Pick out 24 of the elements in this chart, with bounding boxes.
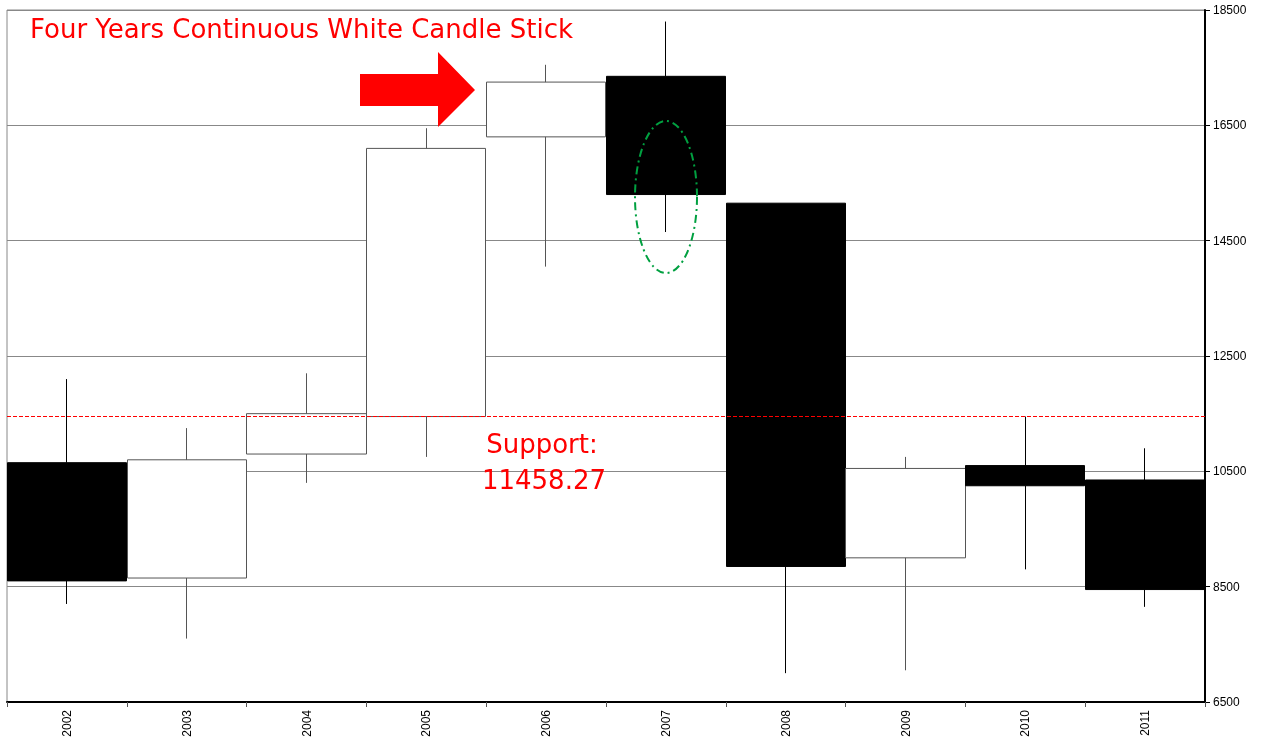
x-tick-label: 2008	[778, 709, 793, 737]
x-tick-label: 2002	[59, 709, 74, 737]
candlestick	[486, 64, 606, 268]
ref-line-label: Support: 11458.27	[481, 429, 606, 496]
x-tick-label: 2003	[179, 709, 194, 737]
candlestick	[127, 427, 247, 640]
x-tick-label: 2011	[1138, 709, 1153, 736]
candlestick	[845, 456, 966, 671]
annotation: Four Years Continuous White Candle Stick	[30, 14, 574, 44]
y-tick-label: 12500	[1213, 349, 1247, 363]
y-tick-label: 18500	[1213, 3, 1247, 17]
y-tick-label: 10500	[1213, 464, 1247, 479]
y-tick-label: 6500	[1213, 695, 1241, 709]
x-tick-label: 2006	[539, 709, 554, 737]
x-tick-label: 2009	[898, 709, 913, 737]
x-tick-label: 2010	[1018, 709, 1033, 737]
y-tick-label: 14500	[1213, 233, 1247, 248]
candlestick	[7, 378, 127, 605]
y-tick-label: 16500	[1213, 118, 1247, 133]
candlestick	[726, 202, 846, 674]
x-tick-label: 2007	[658, 709, 673, 737]
x-tick-label: 2005	[419, 709, 434, 737]
x-tick-label: 2004	[299, 709, 314, 737]
y-tick-label: 8500	[1213, 579, 1241, 594]
